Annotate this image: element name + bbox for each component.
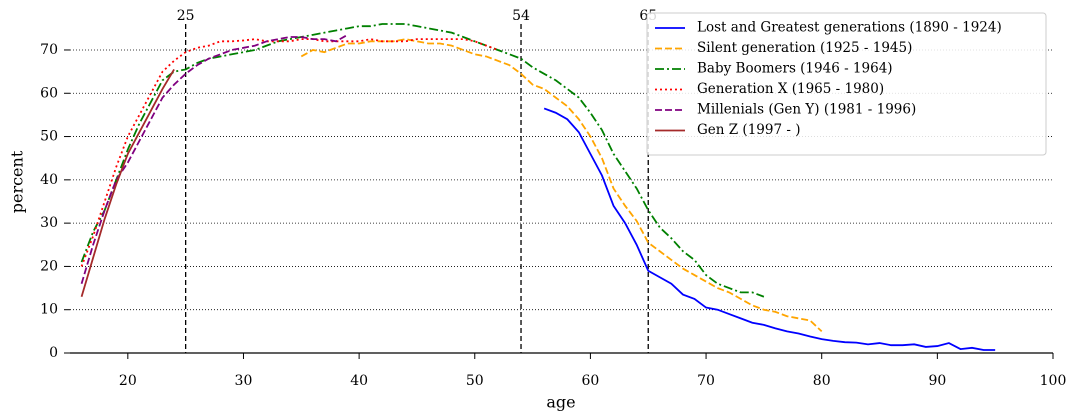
x-tick-label: 70: [697, 373, 715, 389]
legend-label: Gen Z (1997 - ): [697, 122, 800, 138]
legend-label: Silent generation (1925 - 1945): [697, 40, 912, 56]
legend-label: Millenials (Gen Y) (1981 - 1996): [697, 102, 916, 118]
x-tick-label: 100: [1040, 373, 1067, 389]
series-line: [80, 38, 499, 267]
y-tick-label: 40: [40, 172, 58, 188]
y-tick-label: 10: [40, 302, 58, 318]
reference-label: 54: [512, 8, 530, 24]
x-tick-label: 30: [235, 373, 253, 389]
series-line: [80, 23, 765, 298]
series-line: [80, 68, 175, 297]
y-tick-label: 70: [40, 42, 58, 58]
x-tick-label: 40: [350, 373, 368, 389]
legend-box: [646, 12, 1047, 156]
y-tick-label: 20: [40, 258, 58, 274]
x-tick-label: 90: [928, 373, 946, 389]
y-tick-label: 0: [49, 345, 58, 361]
x-axis-label: age: [546, 393, 575, 412]
y-tick-label: 60: [40, 85, 58, 101]
series-line: [300, 38, 823, 333]
x-tick-label: 20: [119, 373, 137, 389]
legend-label: Lost and Greatest generations (1890 - 19…: [697, 20, 1002, 36]
y-tick-label: 30: [40, 215, 58, 231]
y-axis-label: percent: [8, 150, 27, 213]
x-tick-label: 60: [581, 373, 599, 389]
legend: Lost and Greatest generations (1890 - 19…: [646, 12, 1047, 156]
x-tick-label: 50: [466, 373, 484, 389]
y-tick-label: 50: [40, 129, 58, 145]
series-line: [80, 34, 348, 284]
x-tick-label: 80: [813, 373, 831, 389]
legend-label: Baby Boomers (1946 - 1964): [697, 61, 893, 77]
reference-label: 25: [177, 8, 195, 24]
series-line: [543, 107, 996, 351]
legend-label: Generation X (1965 - 1980): [697, 81, 884, 97]
